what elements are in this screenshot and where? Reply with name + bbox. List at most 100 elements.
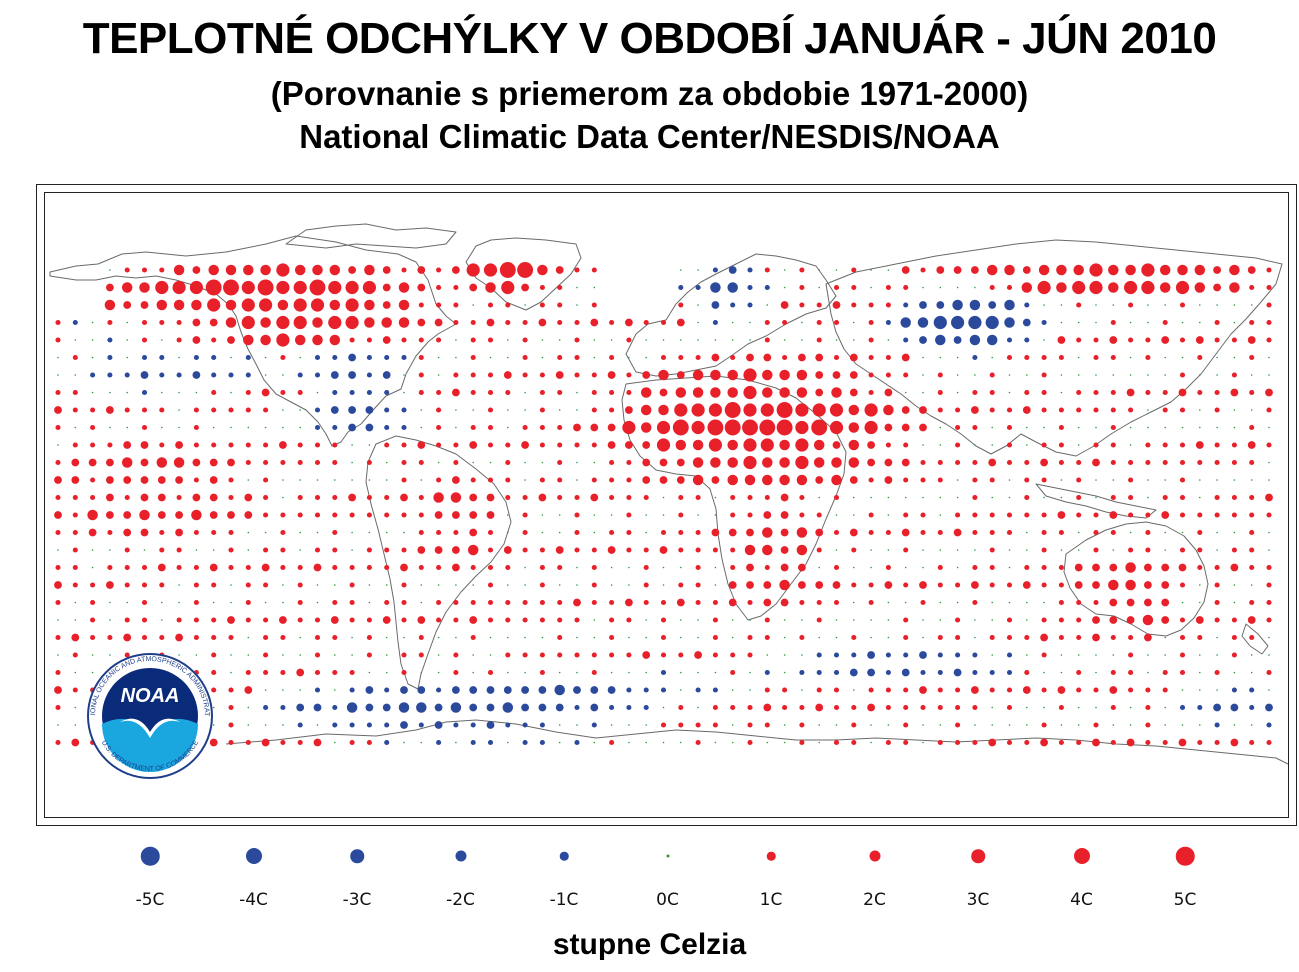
anomaly-dot xyxy=(193,582,199,588)
anomaly-dot xyxy=(764,564,770,571)
anomaly-dot xyxy=(783,286,786,289)
anomaly-dot xyxy=(245,389,251,396)
anomaly-dot xyxy=(420,671,423,674)
anomaly-dot xyxy=(695,599,701,606)
anomaly-dot xyxy=(711,301,720,309)
anomaly-dot xyxy=(763,703,772,712)
anomaly-dot xyxy=(1214,319,1220,326)
anomaly-dot xyxy=(1194,282,1206,293)
anomaly-dot xyxy=(1164,374,1166,376)
anomaly-dot xyxy=(558,409,561,411)
anomaly-dot xyxy=(1076,512,1082,518)
anomaly-dot xyxy=(776,402,793,418)
anomaly-dot xyxy=(903,337,909,343)
anomaly-dot xyxy=(989,582,995,588)
anomaly-dot xyxy=(1233,584,1236,586)
anomaly-dot xyxy=(140,458,149,467)
anomaly-dot xyxy=(1092,563,1100,572)
anomaly-dot xyxy=(332,459,338,466)
anomaly-dot xyxy=(714,566,717,569)
anomaly-dot xyxy=(851,722,857,728)
anomaly-dot xyxy=(505,617,511,623)
anomaly-dot xyxy=(853,619,855,621)
anomaly-dot xyxy=(156,457,168,468)
anomaly-dot xyxy=(833,704,840,711)
anomaly-dot xyxy=(351,444,353,446)
anomaly-dot xyxy=(742,419,758,436)
anomaly-dot xyxy=(989,477,995,483)
anomaly-dot xyxy=(749,339,751,341)
anomaly-dot xyxy=(1268,636,1270,639)
anomaly-dot xyxy=(887,269,890,271)
anomaly-dot xyxy=(1040,738,1048,747)
anomaly-dot xyxy=(332,547,338,553)
anomaly-dot xyxy=(1041,407,1047,413)
anomaly-dot xyxy=(106,511,114,519)
anomaly-dot xyxy=(72,564,78,571)
anomaly-dot xyxy=(1057,511,1066,519)
anomaly-dot xyxy=(1092,738,1100,747)
anomaly-dot xyxy=(764,337,770,343)
anomaly-dot xyxy=(1213,266,1221,274)
anomaly-dot xyxy=(1112,304,1115,306)
anomaly-dot xyxy=(851,652,857,658)
anomaly-dot xyxy=(502,702,514,713)
anomaly-dot xyxy=(109,654,111,656)
anomaly-dot xyxy=(1128,494,1134,501)
anomaly-dot xyxy=(417,616,426,624)
anomaly-dot xyxy=(555,266,564,274)
anomaly-dot xyxy=(297,442,303,448)
anomaly-dot xyxy=(692,474,704,486)
anomaly-dot xyxy=(780,563,789,572)
anomaly-dot xyxy=(297,582,303,588)
anomaly-dot xyxy=(1164,706,1166,709)
anomaly-dot xyxy=(293,315,307,330)
anomaly-dot xyxy=(178,409,180,411)
anomaly-dot xyxy=(974,444,976,446)
anomaly-dot xyxy=(933,315,947,330)
anomaly-dot xyxy=(245,669,251,676)
anomaly-dot xyxy=(1037,280,1051,295)
anomaly-dot xyxy=(626,704,632,711)
anomaly-dot xyxy=(228,372,234,378)
anomaly-dot xyxy=(626,512,632,518)
anomaly-dot xyxy=(382,266,391,274)
anomaly-dot xyxy=(955,704,961,711)
anomaly-dot xyxy=(1181,531,1184,534)
anomaly-dot xyxy=(1197,354,1203,361)
anomaly-dot xyxy=(247,636,250,639)
anomaly-dot xyxy=(870,566,872,569)
anomaly-dot xyxy=(939,286,942,289)
anomaly-dot xyxy=(991,601,993,604)
anomaly-dot xyxy=(452,266,460,274)
anomaly-dot xyxy=(695,284,701,291)
anomaly-dot xyxy=(1164,479,1166,481)
anomaly-dot xyxy=(470,634,476,641)
anomaly-dot xyxy=(1093,722,1099,728)
anomaly-dot xyxy=(1093,512,1099,518)
anomaly-dot xyxy=(55,459,61,466)
anomaly-dot xyxy=(55,739,61,746)
anomaly-dot xyxy=(833,652,840,658)
anomaly-dot xyxy=(731,724,734,726)
anomaly-dot xyxy=(1250,479,1253,481)
legend-unit-label: stupne Celzia xyxy=(552,928,747,961)
anomaly-dot xyxy=(261,388,270,397)
anomaly-dot xyxy=(313,738,322,747)
anomaly-dot xyxy=(309,279,326,296)
anomaly-dot xyxy=(467,544,479,556)
anomaly-dot xyxy=(539,617,545,623)
anomaly-dot xyxy=(366,739,372,746)
anomaly-dot xyxy=(1164,304,1166,306)
anomaly-dot xyxy=(192,266,201,274)
anomaly-dot xyxy=(985,315,999,330)
anomaly-dot xyxy=(833,564,840,571)
anomaly-dot xyxy=(539,477,545,483)
anomaly-dot xyxy=(157,476,166,484)
anomaly-dot xyxy=(1110,494,1116,501)
anomaly-dot xyxy=(487,547,494,553)
anomaly-dot xyxy=(695,739,701,746)
anomaly-dot xyxy=(904,391,907,394)
anomaly-dot xyxy=(730,652,736,658)
anomaly-dot xyxy=(522,529,528,536)
